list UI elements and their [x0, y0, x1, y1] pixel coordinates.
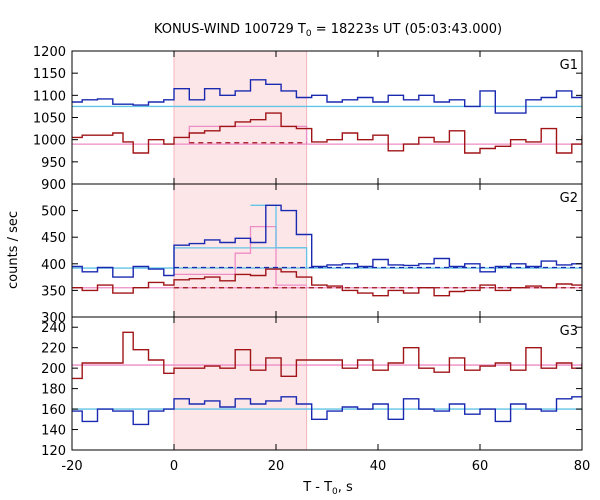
panel-label: G3 [560, 324, 578, 339]
panel-label: G1 [560, 58, 578, 73]
panel-frame [71, 50, 583, 185]
y-tick-label: 1150 [33, 67, 66, 82]
y-tick-label: 1000 [33, 134, 66, 149]
series-group [72, 79, 582, 154]
y-tick-label: 450 [41, 231, 66, 246]
x-tick-label: 20 [268, 459, 285, 474]
y-tick-label: 400 [41, 258, 66, 273]
burst-interval [174, 317, 307, 450]
series-blue [72, 79, 582, 114]
burst-interval [174, 51, 307, 184]
y-tick-label: 900 [41, 178, 66, 193]
x-axis-label: T - T0, s [302, 480, 353, 497]
y-tick-label: 1200 [33, 45, 66, 60]
x-tick-label: 80 [574, 459, 591, 474]
series-group [72, 204, 582, 297]
x-tick-label: 40 [370, 459, 387, 474]
x-tick-label: 0 [170, 459, 178, 474]
panel-frame [71, 183, 583, 318]
y-tick-label: 200 [41, 362, 66, 377]
y-tick-label: 140 [41, 424, 66, 439]
panel-g2: 300 350 400 450 500 G2 [41, 183, 583, 326]
y-tick-label: 500 [41, 205, 66, 220]
y-tick-label: 300 [41, 311, 66, 326]
y-tick-label: 350 [41, 284, 66, 299]
series-red [72, 112, 582, 154]
y-tick-label: 1050 [33, 112, 66, 127]
plot-area: 90095010001050110011501200G1300350400450… [33, 45, 590, 474]
y-tick-label: 180 [41, 383, 66, 398]
y-tick-label: 220 [41, 342, 66, 357]
panel-frame [71, 316, 583, 451]
series-blue [72, 204, 582, 278]
series-red [72, 331, 582, 380]
y-tick-label: 950 [41, 156, 66, 171]
y-tick-label: 240 [41, 321, 66, 336]
y-tick-label: 1100 [33, 89, 66, 104]
panel-label: G2 [560, 191, 578, 206]
series-red [72, 268, 582, 297]
series-group [72, 331, 582, 426]
y-tick-label: 120 [41, 444, 66, 459]
panel-g3: 120 140 160 180 200 220 240 G3 [41, 316, 583, 459]
x-tick-label: -20 [61, 459, 82, 474]
chart-title: KONUS-WIND 100729 T0 = 18223s UT (05:03:… [154, 22, 502, 39]
x-tick-label: 60 [472, 459, 489, 474]
y-tick-label: 160 [41, 403, 66, 418]
series-blue [72, 396, 582, 426]
panel-g1: 900 950 1000 1050 1100 1150 1200 G1 [33, 45, 583, 193]
burst-interval [174, 184, 307, 317]
model-blue-peak [250, 204, 307, 249]
y-axis-label: counts / sec [6, 211, 21, 289]
